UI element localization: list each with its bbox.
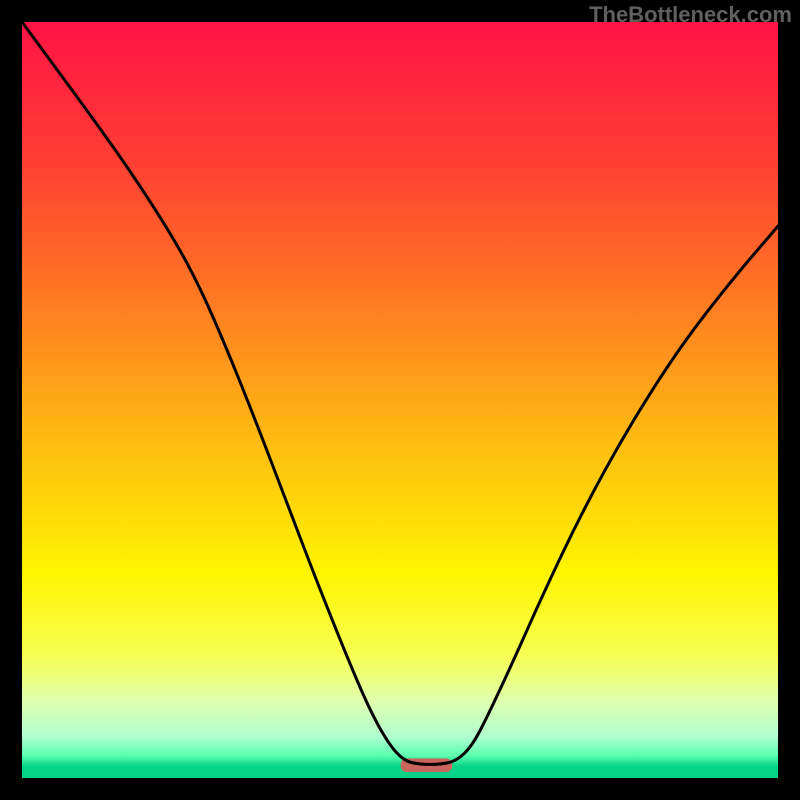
plot-background [22,22,778,778]
bottleneck-chart [0,0,800,800]
chart-container: { "watermark": { "text": "TheBottleneck.… [0,0,800,800]
watermark-text: TheBottleneck.com [589,2,792,28]
